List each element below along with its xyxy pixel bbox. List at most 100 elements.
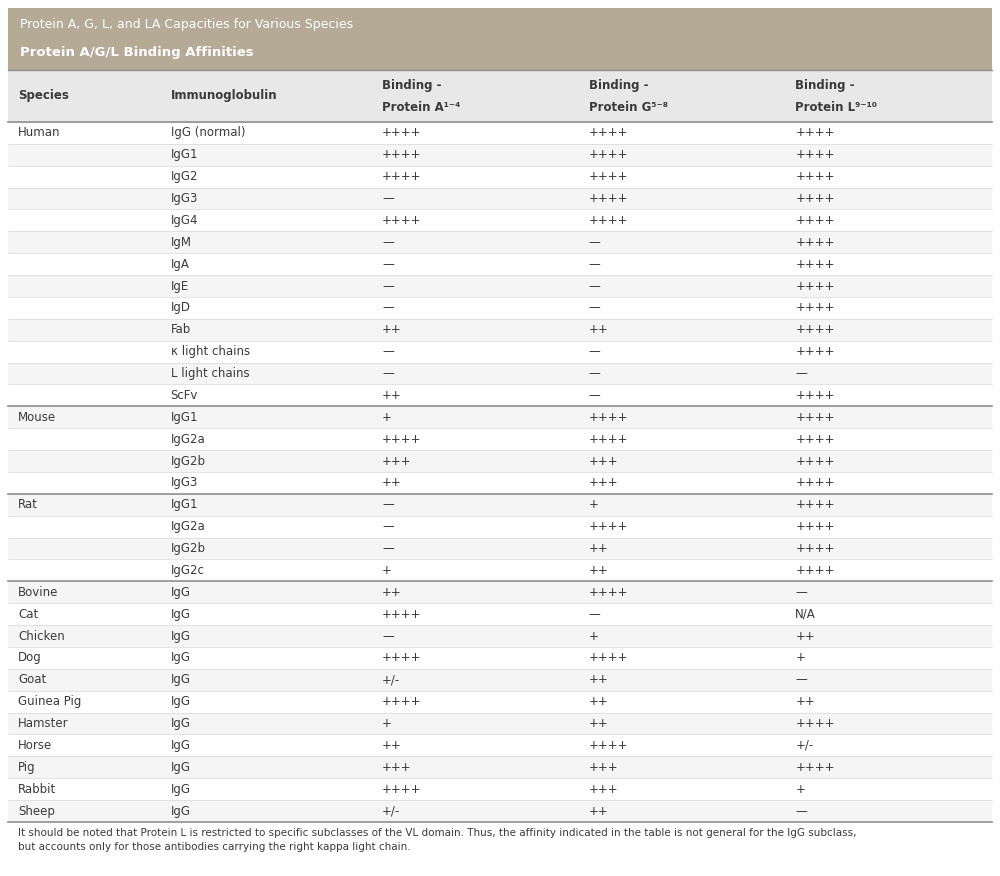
Text: IgG (normal): IgG (normal) bbox=[171, 126, 245, 139]
Bar bbox=[8, 209, 992, 231]
Text: IgG: IgG bbox=[171, 696, 191, 708]
Text: ++: ++ bbox=[589, 323, 608, 336]
Text: ++++: ++++ bbox=[589, 652, 628, 664]
Text: ++++: ++++ bbox=[382, 148, 422, 161]
Text: IgG: IgG bbox=[171, 586, 191, 599]
Bar bbox=[8, 406, 992, 428]
Text: L light chains: L light chains bbox=[171, 367, 249, 380]
Text: IgG: IgG bbox=[171, 717, 191, 730]
Text: N/A: N/A bbox=[795, 608, 816, 621]
Text: Fab: Fab bbox=[171, 323, 191, 336]
Text: —: — bbox=[795, 586, 807, 599]
Text: ++: ++ bbox=[795, 696, 815, 708]
Text: IgG2c: IgG2c bbox=[171, 564, 204, 577]
Text: ++: ++ bbox=[382, 389, 402, 402]
Text: ++++: ++++ bbox=[589, 214, 628, 227]
Text: ++++: ++++ bbox=[795, 192, 835, 205]
Text: +/-: +/- bbox=[795, 739, 814, 752]
Text: IgA: IgA bbox=[171, 258, 189, 271]
Bar bbox=[8, 231, 992, 253]
Bar bbox=[8, 144, 992, 166]
Text: +++: +++ bbox=[382, 455, 412, 468]
Text: Protein G⁵⁻⁸: Protein G⁵⁻⁸ bbox=[589, 101, 668, 114]
Text: IgG: IgG bbox=[171, 782, 191, 795]
Text: ++++: ++++ bbox=[795, 170, 835, 183]
Text: ++++: ++++ bbox=[795, 564, 835, 577]
Text: Binding -: Binding - bbox=[382, 79, 442, 92]
Bar bbox=[8, 428, 992, 450]
Text: ++: ++ bbox=[589, 564, 608, 577]
Text: IgG1: IgG1 bbox=[171, 411, 198, 424]
Text: ++: ++ bbox=[382, 477, 402, 490]
Bar bbox=[8, 122, 992, 144]
Bar bbox=[8, 734, 992, 756]
Text: Dog: Dog bbox=[18, 652, 42, 664]
Bar bbox=[8, 187, 992, 209]
Bar bbox=[8, 319, 992, 341]
Text: IgG: IgG bbox=[171, 630, 191, 643]
Bar bbox=[8, 450, 992, 472]
Text: ++++: ++++ bbox=[589, 126, 628, 139]
Text: IgG3: IgG3 bbox=[171, 192, 198, 205]
Text: —: — bbox=[589, 367, 600, 380]
Text: ++++: ++++ bbox=[795, 148, 835, 161]
Text: ++++: ++++ bbox=[589, 411, 628, 424]
Bar bbox=[8, 70, 992, 122]
Text: ++++: ++++ bbox=[382, 214, 422, 227]
Bar bbox=[8, 538, 992, 560]
Text: —: — bbox=[382, 498, 394, 512]
Text: IgG4: IgG4 bbox=[171, 214, 198, 227]
Text: ++: ++ bbox=[795, 630, 815, 643]
Bar bbox=[8, 647, 992, 669]
Text: ++++: ++++ bbox=[795, 236, 835, 249]
Bar bbox=[8, 800, 992, 822]
Text: ++++: ++++ bbox=[795, 717, 835, 730]
Text: +++: +++ bbox=[589, 477, 618, 490]
Text: IgG: IgG bbox=[171, 761, 191, 774]
Text: —: — bbox=[382, 192, 394, 205]
Text: Protein A, G, L, and LA Capacities for Various Species: Protein A, G, L, and LA Capacities for V… bbox=[20, 18, 353, 31]
Text: It should be noted that Protein L is restricted to specific subclasses of the VL: It should be noted that Protein L is res… bbox=[18, 828, 856, 852]
Text: +: + bbox=[589, 498, 599, 512]
Bar bbox=[8, 297, 992, 319]
Text: —: — bbox=[382, 367, 394, 380]
Text: ++: ++ bbox=[589, 542, 608, 555]
Text: ++++: ++++ bbox=[795, 542, 835, 555]
Text: +: + bbox=[795, 782, 805, 795]
Text: ++++: ++++ bbox=[795, 389, 835, 402]
Text: IgG: IgG bbox=[171, 652, 191, 664]
Text: +: + bbox=[589, 630, 599, 643]
Text: ++++: ++++ bbox=[795, 520, 835, 533]
Text: IgG2: IgG2 bbox=[171, 170, 198, 183]
Text: ++++: ++++ bbox=[382, 652, 422, 664]
Text: ++: ++ bbox=[589, 696, 608, 708]
Text: Bovine: Bovine bbox=[18, 586, 58, 599]
Text: Protein L⁹⁻¹⁰: Protein L⁹⁻¹⁰ bbox=[795, 101, 877, 114]
Text: +++: +++ bbox=[589, 782, 618, 795]
Bar bbox=[8, 8, 992, 70]
Text: Mouse: Mouse bbox=[18, 411, 56, 424]
Text: ++++: ++++ bbox=[795, 301, 835, 314]
Text: ++++: ++++ bbox=[382, 433, 422, 446]
Text: Hamster: Hamster bbox=[18, 717, 69, 730]
Text: Human: Human bbox=[18, 126, 60, 139]
Text: Pig: Pig bbox=[18, 761, 36, 774]
Text: ++++: ++++ bbox=[795, 761, 835, 774]
Text: IgG2a: IgG2a bbox=[171, 433, 205, 446]
Text: ++++: ++++ bbox=[795, 477, 835, 490]
Bar bbox=[8, 778, 992, 800]
Text: Chicken: Chicken bbox=[18, 630, 65, 643]
Text: κ light chains: κ light chains bbox=[171, 345, 250, 358]
Text: ++: ++ bbox=[589, 804, 608, 817]
Text: ++++: ++++ bbox=[589, 170, 628, 183]
Text: —: — bbox=[382, 345, 394, 358]
Text: ++: ++ bbox=[589, 674, 608, 686]
Text: —: — bbox=[589, 608, 600, 621]
Text: —: — bbox=[382, 236, 394, 249]
Text: IgG2b: IgG2b bbox=[171, 542, 206, 555]
Bar bbox=[8, 363, 992, 385]
Text: IgG: IgG bbox=[171, 739, 191, 752]
Text: —: — bbox=[795, 674, 807, 686]
Text: ++++: ++++ bbox=[795, 126, 835, 139]
Text: ++: ++ bbox=[382, 323, 402, 336]
